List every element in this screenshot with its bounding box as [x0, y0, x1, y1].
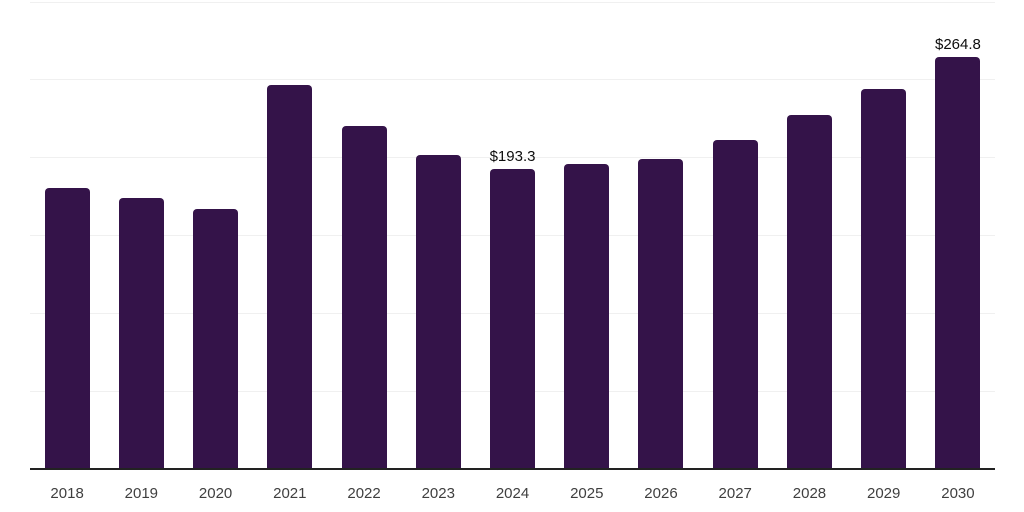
x-tick-label-2022: 2022 [347, 485, 381, 502]
value-label-2030: $264.8 [934, 36, 981, 54]
bar-2021 [267, 85, 313, 470]
x-tick-label-2023: 2023 [421, 485, 455, 502]
x-tick-label-2019: 2019 [124, 485, 159, 502]
bar-group-2022 [327, 0, 401, 470]
bars-container: $193.3 $264.8 [30, 0, 995, 470]
value-label-2024: $193.3 [489, 147, 536, 165]
bar-group-2018 [30, 0, 104, 470]
bar-group-2026 [624, 0, 698, 470]
plot-area: $193.3 $264.8 [30, 0, 995, 470]
bar-2018 [44, 187, 90, 470]
bar-group-2019 [104, 0, 178, 470]
x-tick-label-2021: 2021 [273, 485, 307, 502]
x-tick-label-2029: 2029 [867, 485, 901, 502]
gridline-y-250 [30, 79, 995, 81]
bar-group-2030: $264.8 [921, 0, 995, 470]
bar-2022 [341, 125, 387, 470]
bar-group-2028 [772, 0, 846, 470]
x-axis-tick-labels: 2018 2019 2020 2021 2022 2023 2024 2025 2026 2027… [30, 483, 995, 505]
x-tick-label-2030: 2030 [941, 485, 975, 502]
x-axis-line [30, 468, 995, 470]
bar-2027 [712, 139, 758, 470]
x-tick-label-2020: 2020 [198, 485, 233, 502]
bar-2026 [638, 159, 684, 470]
bar-2023 [415, 155, 461, 470]
gridline-y-200 [30, 157, 995, 159]
bar-2028 [786, 115, 832, 470]
bar-2030 [935, 57, 981, 470]
bar-group-2027 [698, 0, 772, 470]
bar-2029 [861, 89, 907, 470]
bar-2020 [193, 209, 239, 470]
bar-group-2024: $193.3 [475, 0, 549, 470]
bar-group-2029 [847, 0, 921, 470]
x-tick-label-2018: 2018 [50, 485, 84, 502]
bar-2019 [118, 198, 164, 470]
x-tick-label-2025: 2025 [570, 485, 604, 502]
gridline-y-300 [30, 1, 995, 3]
x-tick-label-2028: 2028 [792, 485, 827, 502]
bar-group-2020 [178, 0, 252, 470]
bar-2024 [490, 168, 536, 470]
bar-2025 [564, 163, 610, 470]
bar-group-2021 [253, 0, 327, 470]
bar-group-2023 [401, 0, 475, 470]
bar-group-2025 [550, 0, 624, 470]
x-tick-label-2024: 2024 [495, 485, 530, 502]
x-tick-label-2026: 2026 [644, 485, 678, 502]
x-tick-label-2027: 2027 [718, 485, 752, 502]
